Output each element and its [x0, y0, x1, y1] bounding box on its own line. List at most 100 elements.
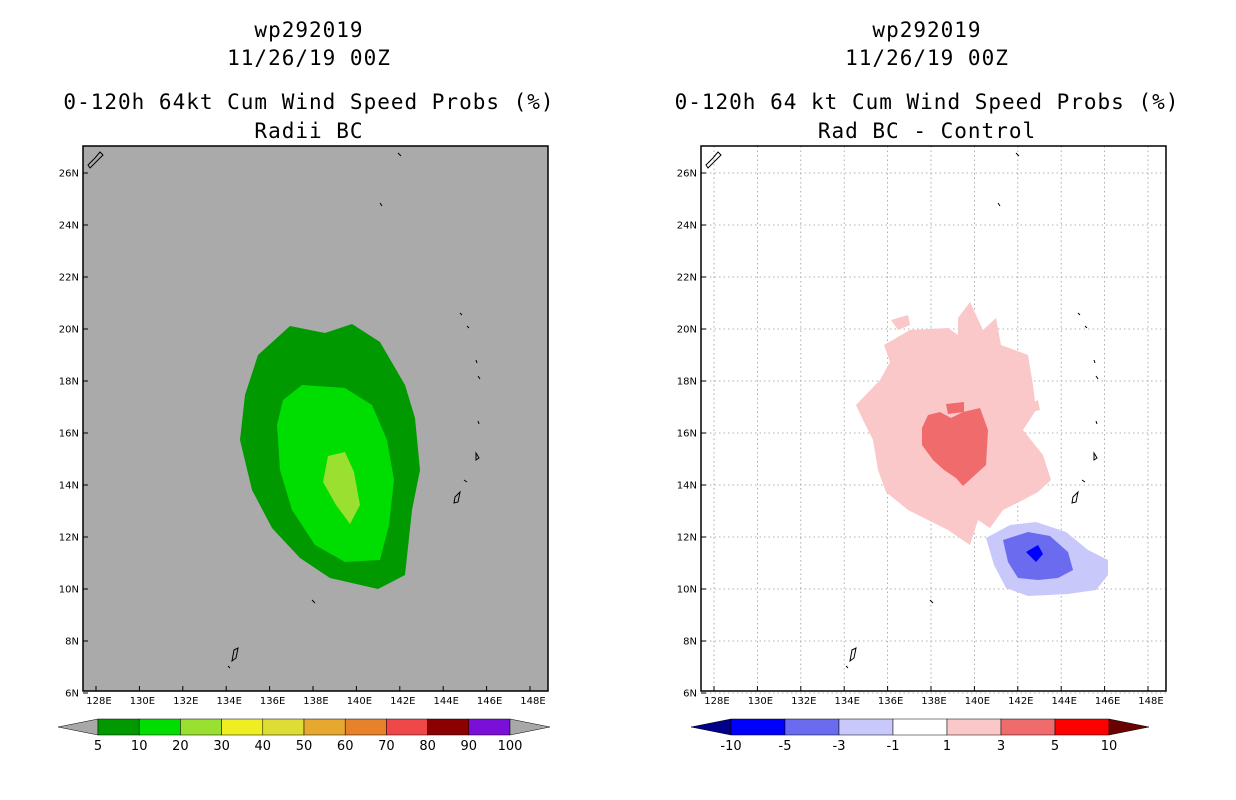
colorbar-high-arrow	[1108, 718, 1150, 736]
lon-label: 134E	[216, 696, 241, 707]
right-panel: wp292019 11/26/19 00Z 0-120h 64 kt Cum W…	[618, 0, 1236, 800]
lat-label: 10N	[677, 585, 697, 596]
left-title-storm-id: wp292019	[254, 18, 364, 42]
lat-label: 14N	[677, 481, 697, 492]
lat-label: 8N	[65, 637, 79, 648]
colorbar-label: 5	[94, 739, 102, 754]
right-islands	[705, 151, 1099, 669]
lon-label: 130E	[130, 696, 155, 707]
right-title-subtitle: Rad BC - Control	[817, 119, 1037, 143]
right-colorbar: -10 -5 -3 -1 1 3 5 10	[690, 718, 1150, 754]
lat-label: 24N	[59, 221, 79, 232]
right-map: 26N 24N 22N 20N 18N 16N 14N 12N 10N 8N 6N 128E 130E 1…	[677, 145, 1167, 754]
lon-label: 134E	[834, 696, 859, 707]
lat-label: 16N	[677, 429, 697, 440]
lat-label: 22N	[59, 273, 79, 284]
lon-label: 136E	[260, 696, 285, 707]
left-map: 26N 24N 22N 20N 18N 16N 14N 12N 10N 8N 6N 128E 130E 1…	[57, 145, 551, 754]
colorbar-label: 10	[1101, 739, 1118, 754]
lon-label: 140E	[347, 696, 372, 707]
lat-label: 10N	[59, 585, 79, 596]
colorbar-label: 20	[172, 739, 189, 754]
colorbar-low-arrow	[57, 718, 99, 736]
right-contour-pos-3b	[946, 402, 964, 414]
right-map-frame	[700, 145, 1167, 692]
right-contour-pos-3	[922, 408, 988, 486]
colorbar-swatch	[97, 718, 140, 736]
lon-label: 128E	[704, 696, 729, 707]
lon-label: 142E	[1008, 696, 1033, 707]
left-title-product: 0-120h 64kt Cum Wind Speed Probs (%)	[63, 90, 555, 114]
colorbar-swatch	[892, 718, 948, 736]
colorbar-swatch	[946, 718, 1002, 736]
colorbar-label: 30	[213, 739, 230, 754]
lat-label: 26N	[59, 169, 79, 180]
colorbar-swatch	[262, 718, 305, 736]
colorbar-label: 100	[498, 739, 523, 754]
colorbar-label: -10	[720, 739, 741, 754]
right-axis-ticks: 26N 24N 22N 20N 18N 16N 14N 12N 10N 8N 6N 128E 130E 1…	[677, 169, 1164, 708]
colorbar-swatch	[730, 718, 786, 736]
colorbar-swatch	[344, 718, 387, 736]
colorbar-low-arrow	[690, 718, 732, 736]
colorbar-label: 80	[419, 739, 436, 754]
colorbar-swatch	[1054, 718, 1110, 736]
lon-label: 146E	[1095, 696, 1120, 707]
colorbar-label: 50	[296, 739, 313, 754]
lat-label: 22N	[677, 273, 697, 284]
lon-label: 140E	[965, 696, 990, 707]
lon-label: 142E	[390, 696, 415, 707]
lat-label: 18N	[677, 377, 697, 388]
colorbar-label: -1	[887, 739, 900, 754]
lat-label: 24N	[677, 221, 697, 232]
right-title-storm-id: wp292019	[872, 18, 982, 42]
colorbar-label: 5	[1051, 739, 1059, 754]
colorbar-swatch	[180, 718, 222, 736]
lon-label: 138E	[921, 696, 946, 707]
lon-label: 130E	[748, 696, 773, 707]
lon-label: 148E	[520, 696, 545, 707]
lat-label: 6N	[65, 689, 79, 700]
right-contour-neg-5	[1026, 545, 1043, 562]
lat-label: 20N	[677, 325, 697, 336]
colorbar-swatch	[221, 718, 264, 736]
colorbar-swatch	[386, 718, 428, 736]
lat-label: 6N	[683, 689, 697, 700]
colorbar-swatch	[427, 718, 470, 736]
lon-label: 132E	[173, 696, 198, 707]
lon-label: 146E	[477, 696, 502, 707]
colorbar-label: 40	[255, 739, 272, 754]
colorbar-label: 70	[378, 739, 395, 754]
lat-label: 20N	[59, 325, 79, 336]
colorbar-high-arrow	[509, 718, 551, 736]
left-title-subtitle: Radii BC	[254, 119, 364, 143]
colorbar-swatch	[784, 718, 840, 736]
left-panel: wp292019 11/26/19 00Z 0-120h 64kt Cum Wi…	[57, 18, 555, 754]
left-islands	[87, 151, 481, 669]
colorbar-label: 10	[131, 739, 148, 754]
left-title-datetime: 11/26/19 00Z	[227, 46, 391, 70]
left-contour-20	[323, 452, 360, 524]
lon-label: 144E	[1051, 696, 1076, 707]
colorbar-label: 90	[461, 739, 478, 754]
colorbar-swatch	[1000, 718, 1056, 736]
right-gridlines	[701, 146, 1166, 694]
lat-label: 26N	[677, 169, 697, 180]
lon-label: 136E	[878, 696, 903, 707]
colorbar-label: 60	[337, 739, 354, 754]
lon-label: 144E	[433, 696, 458, 707]
left-colorbar: 5 10 20 30 40 50 60 70 80 90 100	[57, 718, 551, 754]
lon-label: 148E	[1138, 696, 1163, 707]
colorbar-label: 3	[997, 739, 1005, 754]
left-axis-ticks: 26N 24N 22N 20N 18N 16N 14N 12N 10N 8N 6N 128E 130E 1…	[59, 169, 546, 708]
lat-label: 8N	[683, 637, 697, 648]
left-map-frame	[82, 145, 549, 692]
colorbar-swatch	[838, 718, 894, 736]
lat-label: 12N	[677, 533, 697, 544]
colorbar-label: -5	[779, 739, 792, 754]
right-title-datetime: 11/26/19 00Z	[845, 46, 1009, 70]
colorbar-swatch	[138, 718, 181, 736]
colorbar-label: 1	[943, 739, 951, 754]
colorbar-swatch	[468, 718, 511, 736]
lon-label: 138E	[303, 696, 328, 707]
